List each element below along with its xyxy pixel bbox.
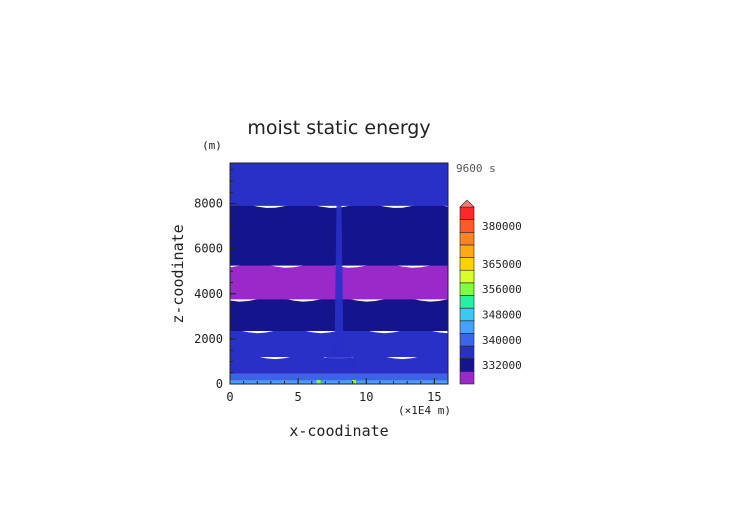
surface-spot: [316, 379, 321, 384]
x-tick-label: 15: [427, 390, 441, 404]
x-tick-label: 0: [226, 390, 233, 404]
y-axis-label: z-coodinate: [169, 224, 187, 323]
colorbar-swatch: [459, 307, 475, 322]
colorbar-label: 340000: [482, 334, 522, 347]
surface-spot: [346, 379, 351, 384]
colorbar-swatch: [459, 231, 475, 246]
x-axis-label: x-coodinate: [289, 422, 388, 440]
colorbar-swatch: [459, 333, 475, 347]
time-label: 9600 s: [456, 162, 496, 175]
colorbar: 332000 340000 348000 356000 365000 380000: [459, 199, 522, 385]
colorbar-swatch: [459, 269, 475, 284]
colorbar-swatch: [459, 371, 475, 385]
y-tick-label: 6000: [194, 242, 223, 256]
colorbar-swatch: [459, 206, 475, 220]
colorbar-swatch: [459, 219, 475, 233]
colorbar-label: 356000: [482, 283, 522, 296]
y-tick-label: 8000: [194, 197, 223, 211]
colorbar-swatch: [459, 282, 475, 296]
chart-title: moist static energy: [247, 117, 430, 139]
heatmap-band: [230, 373, 448, 381]
x-unit-label: (×1E4 m): [398, 404, 451, 417]
x-tick-label: 10: [359, 390, 373, 404]
colorbar-label: 380000: [482, 220, 522, 233]
y-tick-label: 2000: [194, 332, 223, 346]
heatmap-band: [230, 163, 448, 206]
x-axis: 0 5 10 15: [226, 378, 449, 404]
convective-plume: [319, 199, 359, 369]
colorbar-extension-arrow: [459, 199, 475, 208]
y-unit-label: (m): [202, 139, 222, 152]
colorbar-label: 348000: [482, 308, 522, 321]
x-tick-label: 5: [295, 390, 302, 404]
y-tick-label: 4000: [194, 287, 223, 301]
plot-area: [229, 162, 449, 385]
colorbar-swatch: [459, 345, 475, 360]
y-tick-label: 0: [216, 377, 223, 391]
colorbar-swatch: [459, 244, 475, 258]
colorbar-swatch: [459, 358, 475, 372]
colorbar-label: 365000: [482, 258, 522, 271]
colorbar-label: 332000: [482, 359, 522, 372]
colorbar-swatch: [459, 320, 475, 334]
y-axis: 0 2000 4000 6000 8000: [194, 169, 236, 391]
colorbar-swatch: [459, 257, 475, 271]
surface-spot: [351, 379, 356, 384]
colorbar-swatch: [459, 295, 475, 309]
